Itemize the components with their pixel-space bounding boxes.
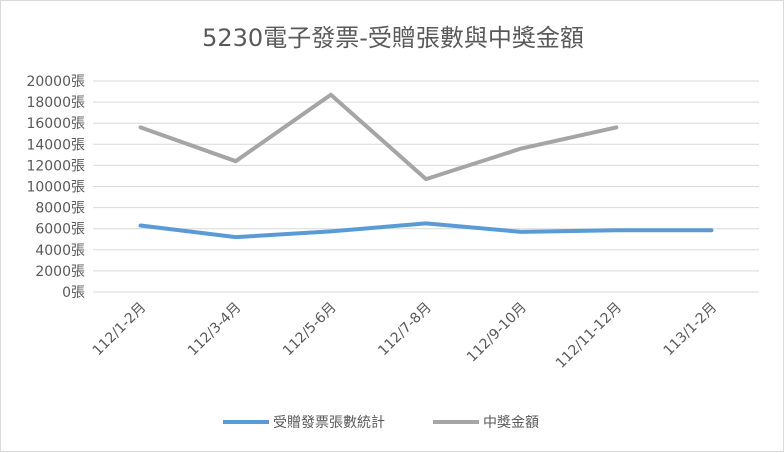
y-tick-label: 4000張: [35, 243, 85, 259]
x-tick-label: 112/5-6月: [280, 300, 340, 360]
legend: 受贈發票張數統計 中獎金額: [223, 415, 539, 431]
y-tick-label: 2000張: [35, 264, 85, 280]
x-tick-label: 113/1-2月: [661, 300, 721, 360]
y-tick-label: 16000張: [26, 116, 85, 132]
y-tick-label: 20000張: [26, 74, 85, 90]
series-line-1: [138, 221, 714, 240]
y-tick-label: 14000張: [26, 137, 85, 153]
y-tick-label: 8000張: [35, 201, 85, 217]
y-axis-ticks: 0張 2000張 4000張 6000張 8000張 10000張 12000張 14000張…: [26, 74, 85, 301]
legend-label-2: 中獎金額: [483, 415, 539, 431]
y-tick-label: 10000張: [26, 180, 85, 196]
x-tick-label: 112/7-8月: [375, 300, 435, 360]
x-tick-label: 112/1-2月: [90, 300, 150, 360]
series-line-2: [138, 92, 619, 182]
x-axis-ticks: 112/1-2月 112/3-4月 112/5-6月 112/7-8月 112/9-10…: [90, 300, 720, 372]
chart-title: 5230電子發票-受贈張數與中獎金額: [202, 24, 584, 52]
y-tick-label: 0張: [62, 285, 85, 301]
x-tick-label: 112/9-10月: [464, 300, 530, 366]
y-tick-label: 12000張: [26, 158, 85, 174]
series-lines: [138, 92, 714, 240]
y-tick-label: 18000張: [26, 95, 85, 111]
gridlines: [93, 80, 759, 293]
legend-label-1: 受贈發票張數統計: [273, 415, 385, 431]
x-tick-label: 112/11-12月: [553, 300, 625, 372]
x-tick-label: 112/3-4月: [185, 300, 245, 360]
y-tick-label: 6000張: [35, 222, 85, 238]
